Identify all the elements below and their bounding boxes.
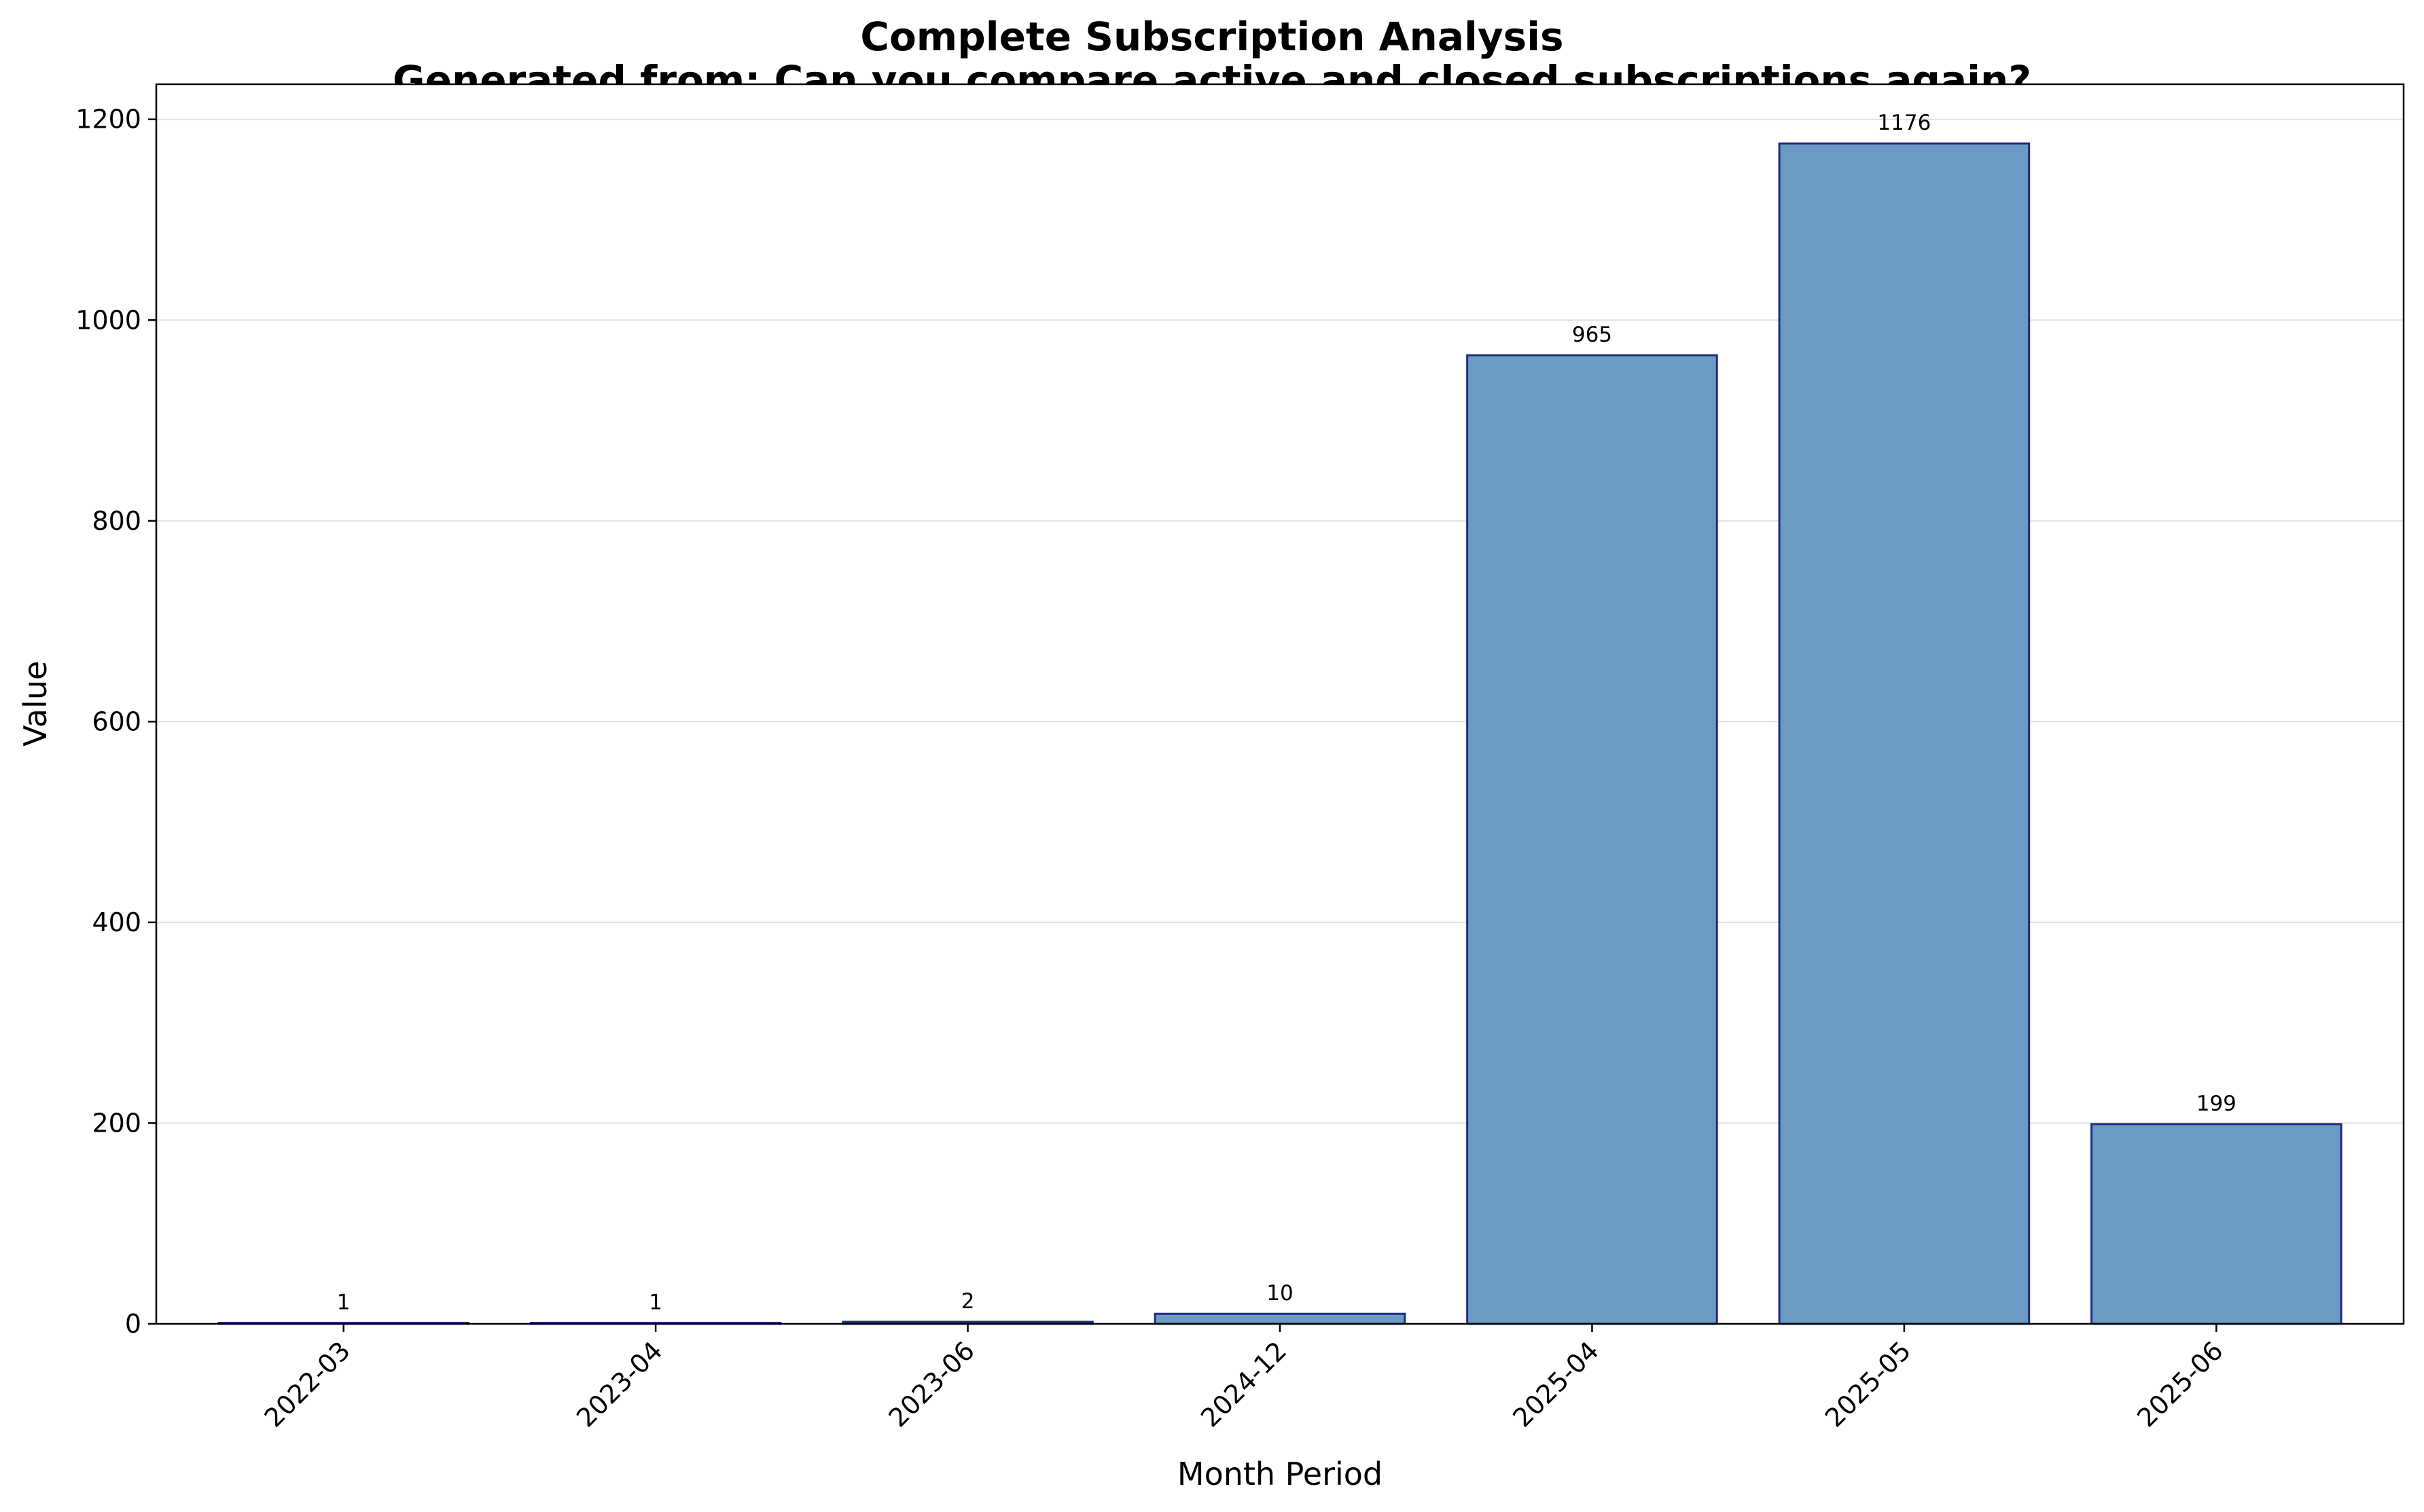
bar-value-label: 1 bbox=[649, 1291, 662, 1315]
bar-value-label: 965 bbox=[1572, 323, 1612, 347]
bar-value-label: 1 bbox=[337, 1291, 351, 1315]
bar-value-label: 10 bbox=[1266, 1281, 1293, 1306]
bar-value-label: 2 bbox=[961, 1289, 975, 1314]
y-tick-label: 0 bbox=[125, 1309, 141, 1339]
plot-area bbox=[156, 84, 2404, 1324]
y-axis-ticks: 0 200 400 600 800 1000 1200 bbox=[75, 105, 156, 1339]
y-tick-label: 1000 bbox=[75, 305, 141, 335]
bar bbox=[1778, 142, 2031, 1325]
bar-value-label: 1176 bbox=[1877, 111, 1931, 135]
bar bbox=[2090, 1123, 2342, 1325]
bar bbox=[1154, 1312, 1406, 1325]
bar bbox=[1466, 354, 1718, 1325]
y-tick-label: 400 bbox=[92, 907, 141, 937]
bar-value-label: 199 bbox=[2196, 1092, 2236, 1116]
y-tick-label: 800 bbox=[92, 506, 141, 536]
bar-value-labels: 1 1 2 10 965 1176 199 bbox=[337, 111, 2236, 1314]
y-tick-label: 1200 bbox=[75, 105, 141, 134]
x-axis-label: Month Period bbox=[1177, 1456, 1383, 1492]
chart-title: Complete Subscription Analysis bbox=[860, 14, 1563, 60]
y-tick-label: 600 bbox=[92, 706, 141, 736]
bars bbox=[217, 142, 2342, 1325]
y-tick-label: 200 bbox=[92, 1108, 141, 1138]
y-axis-label: Value bbox=[17, 661, 54, 746]
